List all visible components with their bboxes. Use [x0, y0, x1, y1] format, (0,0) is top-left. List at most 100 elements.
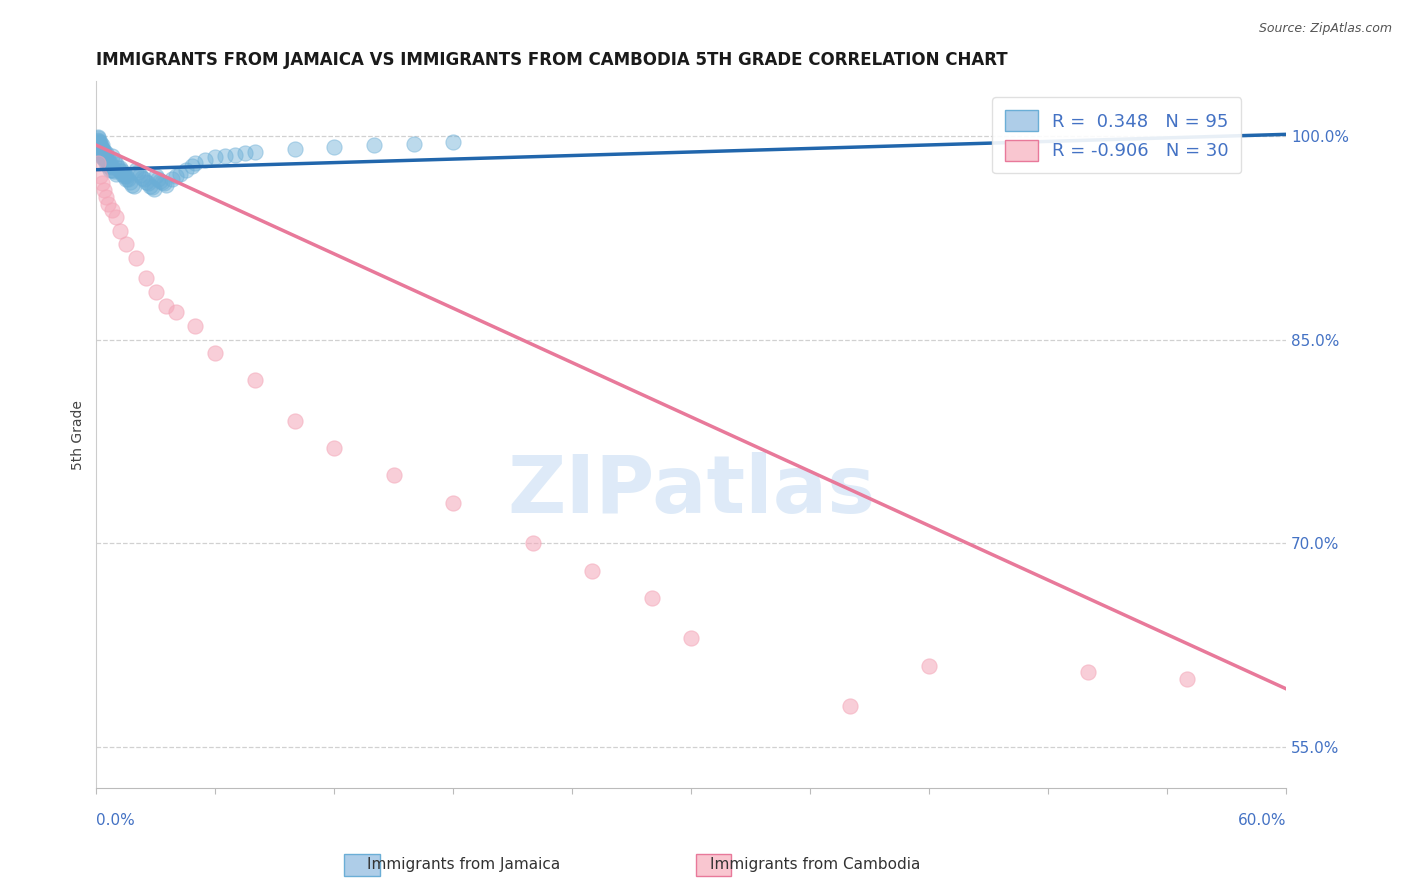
Point: [91, 149, 114, 163]
Point: [838, 699, 860, 714]
Point: [115, 237, 138, 252]
Point: [96, 149, 118, 163]
Point: [87, 145, 110, 159]
Point: [98, 159, 121, 173]
Point: [87, 131, 110, 145]
Point: [323, 139, 346, 153]
Point: [125, 251, 148, 265]
Point: [441, 136, 464, 150]
Point: [141, 180, 163, 194]
Point: [89, 136, 111, 151]
Point: [97, 159, 120, 173]
Point: [441, 495, 464, 509]
Point: [91, 147, 114, 161]
Point: [363, 138, 385, 153]
Point: [169, 167, 191, 181]
Point: [122, 178, 145, 193]
Text: IMMIGRANTS FROM JAMAICA VS IMMIGRANTS FROM CAMBODIA 5TH GRADE CORRELATION CHART: IMMIGRANTS FROM JAMAICA VS IMMIGRANTS FR…: [97, 51, 1008, 69]
Point: [129, 168, 152, 182]
Point: [204, 151, 226, 165]
Point: [184, 318, 207, 333]
Point: [160, 172, 183, 186]
Point: [105, 167, 128, 181]
Point: [91, 138, 114, 153]
Point: [150, 175, 173, 189]
Point: [522, 536, 544, 550]
Point: [155, 299, 177, 313]
Point: [165, 305, 187, 319]
Point: [87, 136, 110, 151]
Point: [142, 182, 165, 196]
Point: [89, 145, 111, 159]
Point: [93, 152, 115, 166]
Point: [107, 161, 129, 176]
Point: [135, 271, 157, 285]
Point: [103, 153, 125, 168]
Point: [125, 162, 148, 177]
Point: [93, 146, 115, 161]
Point: [284, 142, 307, 156]
Point: [91, 146, 114, 161]
Point: [108, 164, 131, 178]
Point: [139, 178, 162, 193]
Text: Immigrants from Cambodia: Immigrants from Cambodia: [710, 857, 921, 872]
Point: [89, 169, 111, 184]
Point: [112, 169, 135, 184]
Point: [93, 151, 115, 165]
Point: [165, 169, 187, 184]
Point: [87, 156, 110, 170]
Point: [108, 161, 131, 176]
Point: [96, 153, 118, 168]
Point: [284, 414, 307, 428]
Point: [89, 142, 111, 156]
Point: [194, 153, 217, 168]
Point: [681, 632, 703, 646]
Point: [180, 159, 202, 173]
Text: Source: ZipAtlas.com: Source: ZipAtlas.com: [1258, 22, 1392, 36]
Point: [135, 175, 157, 189]
Point: [91, 142, 114, 156]
Point: [93, 183, 115, 197]
Point: [115, 172, 138, 186]
Point: [96, 156, 118, 170]
Point: [93, 144, 115, 158]
Text: 0.0%: 0.0%: [97, 813, 135, 828]
Point: [98, 156, 121, 170]
Point: [136, 176, 159, 190]
Text: Immigrants from Jamaica: Immigrants from Jamaica: [367, 857, 561, 872]
Point: [101, 162, 124, 177]
Point: [1175, 672, 1198, 686]
Point: [91, 151, 114, 165]
Point: [89, 142, 111, 156]
Point: [323, 442, 346, 456]
Point: [89, 136, 111, 150]
Point: [105, 211, 128, 225]
Point: [121, 178, 143, 192]
Point: [97, 154, 120, 169]
Point: [402, 136, 425, 151]
Point: [127, 165, 149, 179]
Point: [96, 146, 118, 161]
Point: [91, 176, 114, 190]
Point: [89, 141, 111, 155]
Point: [146, 172, 169, 186]
Point: [174, 162, 197, 177]
Point: [87, 138, 110, 153]
Point: [91, 145, 114, 159]
Point: [214, 149, 236, 163]
Point: [101, 160, 124, 174]
Point: [1077, 665, 1099, 680]
Point: [243, 145, 266, 159]
Point: [87, 136, 110, 150]
Point: [184, 156, 207, 170]
Point: [89, 144, 111, 158]
Point: [97, 152, 120, 166]
Text: 60.0%: 60.0%: [1237, 813, 1286, 828]
Point: [98, 162, 121, 177]
Point: [145, 285, 167, 299]
Point: [105, 157, 128, 171]
Point: [145, 169, 167, 184]
Point: [89, 139, 111, 153]
Point: [111, 167, 134, 181]
Point: [382, 468, 405, 483]
